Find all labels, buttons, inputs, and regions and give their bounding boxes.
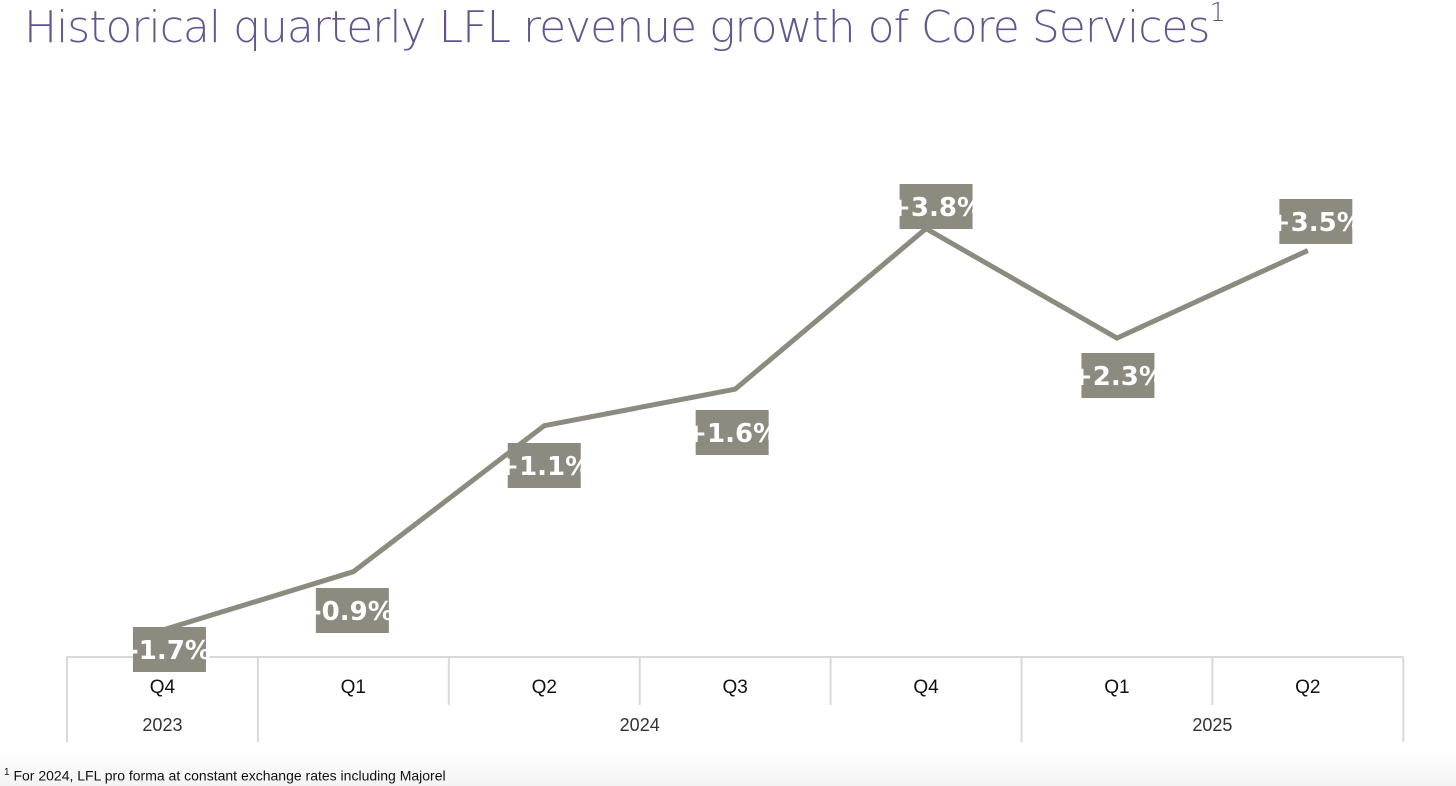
chart-title: Historical quarterly LFL revenue growth … xyxy=(24,0,1226,53)
category-label: Q2 xyxy=(1295,677,1320,698)
data-label-box xyxy=(132,627,206,672)
year-label-2025: 2025 xyxy=(1192,715,1232,735)
data-label: +2.3% xyxy=(1071,362,1165,392)
category-label: Q1 xyxy=(341,677,366,698)
data-label: +3.5% xyxy=(1269,208,1363,238)
category-label: Q4 xyxy=(913,677,939,698)
category-label: Q3 xyxy=(722,677,747,698)
data-label: +3.8% xyxy=(889,193,983,223)
category-label: Q2 xyxy=(532,677,557,698)
footnote-text: For 2024, LFL pro forma at constant exch… xyxy=(13,767,446,784)
data-label-box xyxy=(695,410,769,455)
data-label-box xyxy=(899,184,973,229)
data-label: +1.1% xyxy=(497,452,591,482)
category-label: Q4 xyxy=(150,677,176,698)
category-label: Q1 xyxy=(1104,677,1129,698)
title-footnote-mark: 1 xyxy=(1209,0,1226,28)
title-text: Historical quarterly LFL revenue growth … xyxy=(24,2,1210,53)
data-label: +1.6% xyxy=(685,419,779,449)
data-label-box xyxy=(1081,353,1155,398)
data-label: -0.9% xyxy=(311,597,394,627)
data-label-box xyxy=(507,443,581,488)
data-label: -1.7% xyxy=(128,636,211,666)
bottom-fade xyxy=(0,750,1456,786)
year-label-2024: 2024 xyxy=(620,715,660,735)
data-label-box xyxy=(1279,199,1353,244)
data-label-box xyxy=(315,588,389,633)
year-label-2023: 2023 xyxy=(142,715,182,735)
footnote: 1 For 2024, LFL pro forma at constant ex… xyxy=(4,767,446,784)
footnote-mark: 1 xyxy=(4,767,10,778)
